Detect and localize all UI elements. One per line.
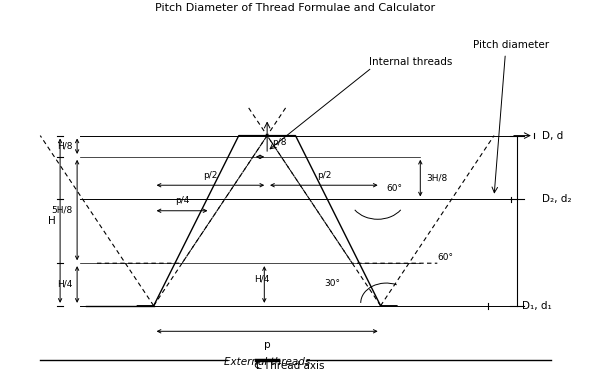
Text: 60°: 60°	[387, 184, 402, 192]
Text: H: H	[48, 216, 56, 226]
Text: p/2: p/2	[317, 170, 331, 180]
Text: 30°: 30°	[324, 279, 340, 288]
Text: H/4: H/4	[254, 274, 269, 284]
Text: Pitch diameter: Pitch diameter	[473, 40, 549, 50]
Text: Internal threads: Internal threads	[369, 57, 453, 67]
Title: Pitch Diameter of Thread Formulae and Calculator: Pitch Diameter of Thread Formulae and Ca…	[155, 3, 436, 13]
Text: ℄ Thread axis: ℄ Thread axis	[255, 361, 325, 371]
Text: p/4: p/4	[175, 196, 189, 205]
Text: p/8: p/8	[272, 138, 286, 147]
Text: D₂, d₂: D₂, d₂	[543, 194, 571, 204]
Text: D, d: D, d	[543, 130, 563, 141]
Text: 3H/8: 3H/8	[426, 174, 447, 183]
Text: p: p	[264, 340, 271, 350]
Text: External threads: External threads	[224, 357, 310, 367]
Text: H/4: H/4	[57, 280, 73, 289]
Text: D₁, d₁: D₁, d₁	[522, 301, 552, 311]
Text: 5H/8: 5H/8	[51, 206, 73, 215]
Text: 60°: 60°	[437, 253, 453, 262]
Text: H/8: H/8	[57, 142, 73, 151]
Text: p/2: p/2	[203, 170, 217, 180]
